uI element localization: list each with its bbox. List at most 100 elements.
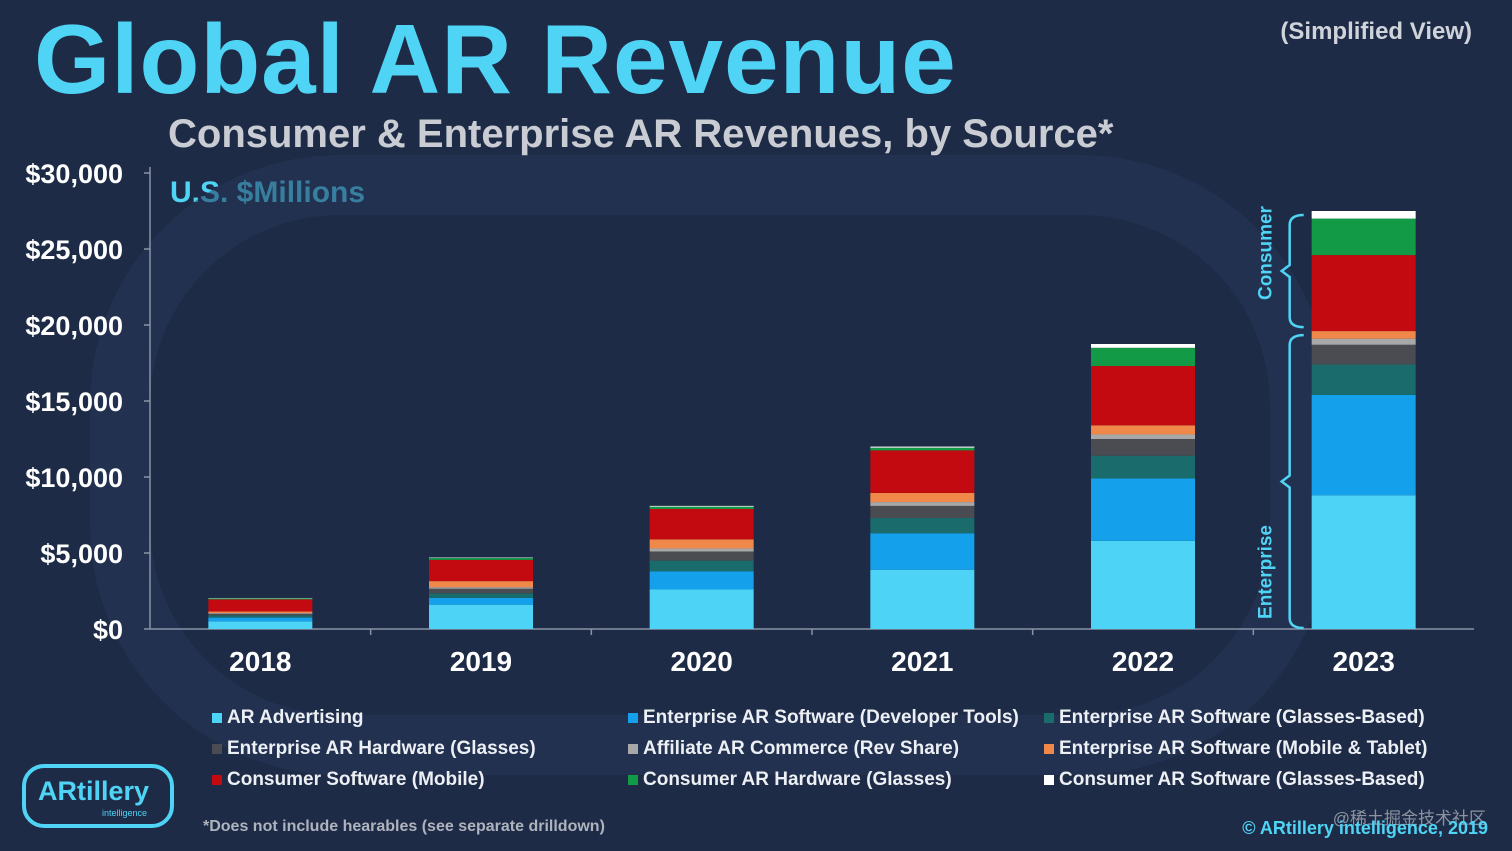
y-tick-label: $0 (93, 615, 123, 645)
bar-segment-2020-0 (649, 589, 754, 629)
bar-segment-2023-4 (1311, 338, 1416, 345)
bar-segment-2021-7 (870, 447, 975, 451)
logo-text: ARtillery (38, 776, 150, 806)
y-tick-label: $5,000 (40, 539, 123, 569)
bar-segment-2018-3 (208, 613, 313, 616)
bar-segment-2023-2 (1311, 364, 1416, 395)
watermark-ring (90, 155, 1330, 775)
legend-swatch (628, 775, 638, 785)
copyright: © ARtillery intelligence, 2019 (1242, 818, 1488, 838)
enterprise-bracket (1279, 333, 1304, 630)
bar-segment-2019-0 (429, 604, 533, 629)
bar-segment-2023-5 (1311, 331, 1416, 339)
bar-segment-2022-3 (1091, 439, 1195, 456)
consumer-bracket-label: Consumer (1256, 205, 1277, 300)
view-note: (Simplified View) (1280, 18, 1472, 45)
bar-segment-2022-4 (1091, 434, 1195, 439)
bar-segment-2020-5 (649, 539, 754, 549)
legend-item: AR Advertising (212, 706, 628, 730)
bar-segment-2020-8 (649, 505, 754, 507)
y-tick-label: $30,000 (25, 159, 123, 189)
bar-segment-2020-7 (649, 506, 754, 509)
footnote: *Does not include hearables (see separat… (203, 818, 605, 835)
bar-segment-2021-6 (870, 450, 975, 493)
legend-label: Consumer AR Hardware (Glasses) (643, 769, 952, 790)
legend-label: Enterprise AR Hardware (Glasses) (227, 738, 536, 759)
bar-segment-2021-0 (870, 569, 975, 629)
legend-item: Affiliate AR Commerce (Rev Share) (628, 737, 1044, 761)
legend-swatch (212, 775, 222, 785)
legend-item: Enterprise AR Software (Developer Tools) (628, 706, 1044, 730)
bar-segment-2018-5 (208, 611, 313, 614)
bar-segment-2023-1 (1311, 394, 1416, 496)
legend-swatch (1044, 775, 1054, 785)
legend-item: Consumer AR Software (Glasses-Based) (1044, 768, 1464, 792)
bar-segment-2021-3 (870, 505, 975, 519)
bar-segment-2018-0 (208, 621, 313, 629)
bar-segment-2022-1 (1091, 478, 1195, 541)
bar-segment-2018-1 (208, 617, 313, 622)
bar-segment-2019-1 (429, 597, 533, 605)
bar-segment-2022-2 (1091, 455, 1195, 479)
x-tick-label: 2019 (450, 646, 512, 677)
bar-segment-2018-2 (208, 615, 313, 618)
bar-segment-2023-3 (1311, 344, 1416, 365)
x-tick-label: 2020 (671, 646, 733, 677)
legend-label: Consumer Software (Mobile) (227, 769, 485, 790)
x-tick-label: 2021 (891, 646, 953, 677)
bar-segment-2022-6 (1091, 366, 1195, 426)
legend-label: Affiliate AR Commerce (Rev Share) (643, 738, 960, 759)
y-tick-label: $10,000 (25, 463, 123, 493)
bar-segment-2021-5 (870, 492, 975, 503)
legend-item: Enterprise AR Software (Glasses-Based) (1044, 706, 1464, 730)
bar-segment-2020-1 (649, 571, 754, 590)
legend-label: Enterprise AR Software (Glasses-Based) (1059, 707, 1425, 728)
bar-segment-2023-0 (1311, 495, 1416, 629)
y-tick-label: $25,000 (25, 235, 123, 265)
logo-subtext: intelligence (102, 808, 148, 818)
bar-segment-2023-6 (1311, 255, 1416, 332)
legend-label: AR Advertising (227, 707, 364, 728)
site-watermark: @稀土掘金技术社区 (1332, 809, 1486, 828)
legend-swatch (212, 713, 222, 723)
legend-swatch (1044, 744, 1054, 754)
bar-segment-2021-2 (870, 518, 975, 534)
bar-segment-2020-6 (649, 508, 754, 540)
x-tick-label: 2023 (1333, 646, 1395, 677)
bar-segment-2023-8 (1311, 211, 1416, 219)
bar-segment-2018-6 (208, 599, 313, 612)
consumer-bracket (1279, 213, 1304, 329)
x-tick-label: 2018 (229, 646, 291, 677)
bar-segment-2021-1 (870, 533, 975, 570)
bar-segment-2021-4 (870, 502, 975, 506)
legend-swatch (628, 713, 638, 723)
legend-swatch (1044, 713, 1054, 723)
legend-label: Consumer AR Software (Glasses-Based) (1059, 769, 1425, 790)
bar-segment-2022-0 (1091, 540, 1195, 629)
bar-segment-2022-5 (1091, 425, 1195, 435)
page-title: Global AR Revenue (34, 4, 957, 114)
bar-segment-2018-4 (208, 613, 313, 614)
bar-segment-2022-7 (1091, 347, 1195, 367)
y-tick-label: $20,000 (25, 311, 123, 341)
legend-item: Enterprise AR Software (Mobile & Tablet) (1044, 737, 1464, 761)
legend-swatch (212, 744, 222, 754)
artillery-logo: ARtillery intelligence (22, 764, 174, 828)
legend-swatch (628, 744, 638, 754)
legend-item: Consumer Software (Mobile) (212, 768, 628, 792)
legend-label: Enterprise AR Software (Mobile & Tablet) (1059, 738, 1428, 759)
bar-segment-2023-7 (1311, 218, 1416, 256)
bar-segment-2020-2 (649, 560, 754, 572)
bar-segment-2020-4 (649, 548, 754, 552)
bar-segment-2019-5 (429, 581, 533, 588)
y-tick-label: $15,000 (25, 387, 123, 417)
bar-segment-2018-7 (208, 598, 313, 600)
bar-segment-2019-4 (429, 587, 533, 589)
bar-segment-2022-8 (1091, 344, 1195, 348)
bar-segment-2019-6 (429, 559, 533, 582)
bar-segment-2020-3 (649, 551, 754, 561)
legend-item: Consumer AR Hardware (Glasses) (628, 768, 1044, 792)
enterprise-bracket-label: Enterprise (1256, 525, 1277, 619)
